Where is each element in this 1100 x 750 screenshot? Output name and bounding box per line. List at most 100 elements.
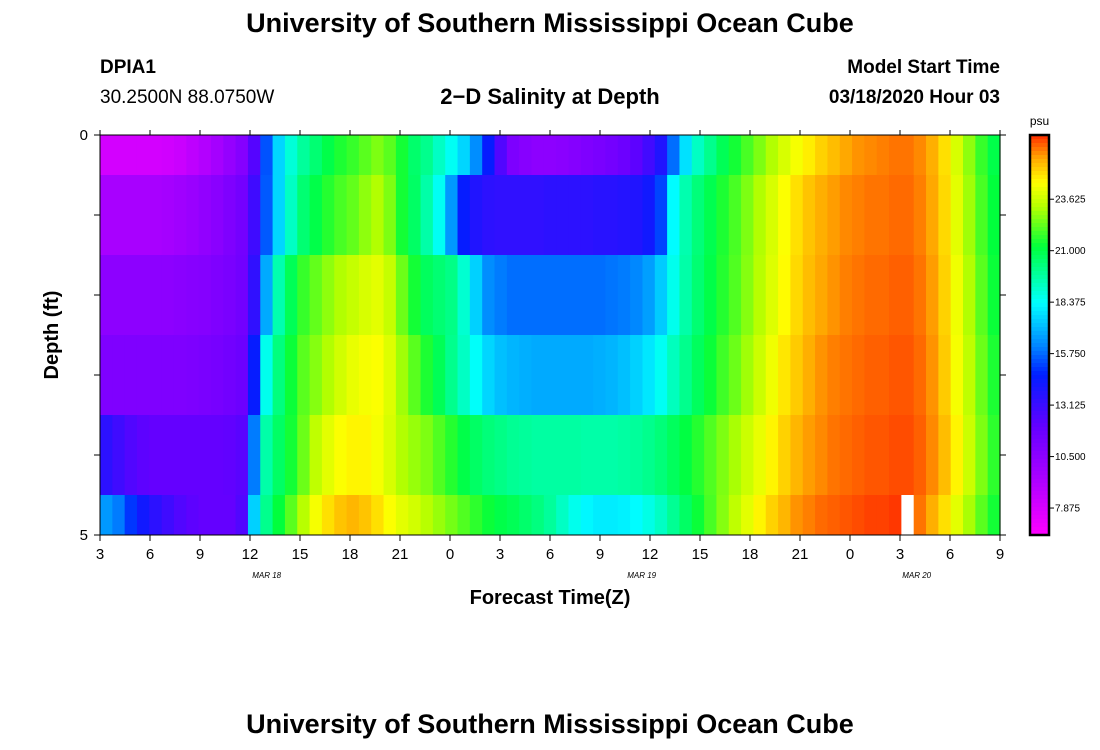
heatmap-cell: [260, 135, 274, 175]
colorbar-segment: [1030, 327, 1049, 332]
heatmap-cell: [383, 135, 397, 175]
page-title: University of Southern Mississippi Ocean…: [246, 8, 854, 38]
colorbar-segment: [1030, 135, 1049, 140]
heatmap-cell: [112, 255, 126, 335]
colorbar-tick-label: 18.375: [1055, 298, 1086, 309]
heatmap-cell: [790, 135, 804, 175]
colorbar-segment: [1030, 239, 1049, 244]
heatmap-cell: [272, 255, 286, 335]
heatmap-cell: [605, 495, 619, 535]
heatmap-cell: [198, 335, 212, 415]
heatmap-cell: [876, 335, 890, 415]
heatmap-cell: [704, 135, 718, 175]
colorbar-segment: [1030, 335, 1049, 340]
heatmap-cell: [519, 335, 533, 415]
heatmap-cell: [605, 335, 619, 415]
heatmap-cell: [642, 175, 656, 255]
heatmap-cell: [543, 255, 557, 335]
heatmap-cell: [876, 255, 890, 335]
colorbar-frame: [1028, 133, 1051, 537]
colorbar-segment: [1030, 243, 1049, 248]
heatmap-cell: [543, 415, 557, 495]
heatmap-cell: [531, 335, 545, 415]
heatmap-cell: [913, 175, 927, 255]
heatmap-cell: [827, 175, 841, 255]
colorbar-segment: [1030, 259, 1049, 264]
heatmap-cell: [136, 135, 150, 175]
colorbar-segment: [1030, 159, 1049, 164]
colorbar-segment: [1030, 531, 1049, 536]
heatmap-cell: [741, 135, 755, 175]
heatmap-cell: [630, 335, 644, 415]
colorbar-segment: [1030, 419, 1049, 424]
colorbar-segment: [1030, 287, 1049, 292]
heatmap-cell: [100, 335, 113, 415]
heatmap-cell: [506, 135, 520, 175]
heatmap-cell: [543, 335, 557, 415]
heatmap-cell: [815, 255, 828, 335]
heatmap-cell: [186, 175, 200, 255]
heatmap-cell: [309, 415, 323, 495]
x-date-label: MAR 20: [902, 571, 931, 580]
heatmap-cell: [704, 335, 718, 415]
colorbar-segment: [1030, 203, 1049, 208]
heatmap-cell: [494, 335, 508, 415]
colorbar-segment: [1030, 143, 1049, 148]
heatmap-cell: [728, 175, 742, 255]
heatmap-cell: [235, 175, 249, 255]
heatmap-cell: [395, 175, 409, 255]
heatmap-cell: [210, 175, 224, 255]
heatmap-cell: [186, 255, 200, 335]
heatmap-cell: [716, 415, 730, 495]
heatmap-cell: [667, 175, 681, 255]
heatmap-cell: [506, 255, 520, 335]
heatmap-cell: [469, 335, 483, 415]
heatmap-cell: [469, 495, 483, 535]
heatmap-cell: [408, 415, 422, 495]
heatmap-cell: [346, 495, 360, 535]
colorbar-segment: [1030, 515, 1049, 520]
heatmap-cell: [346, 175, 360, 255]
heatmap-cell: [136, 175, 150, 255]
heatmap-cell: [531, 495, 545, 535]
heatmap-cell: [950, 335, 964, 415]
heatmap-cell: [395, 255, 409, 335]
colorbar-segment: [1030, 315, 1049, 320]
heatmap-cell: [457, 335, 471, 415]
heatmap-cell: [198, 175, 212, 255]
colorbar-segment: [1030, 319, 1049, 324]
heatmap-cell: [371, 335, 385, 415]
heatmap-cell: [679, 335, 693, 415]
heatmap-cell: [149, 335, 163, 415]
heatmap-cell: [260, 255, 274, 335]
heatmap-cell: [790, 335, 804, 415]
heatmap-cell: [691, 175, 705, 255]
heatmap-cell: [913, 135, 927, 175]
heatmap-cell: [420, 335, 434, 415]
heatmap-cell: [173, 135, 187, 175]
heatmap-cell: [667, 335, 681, 415]
heatmap-cell: [716, 335, 730, 415]
x-tick-label: 12: [242, 546, 259, 563]
heatmap-cell: [445, 135, 459, 175]
colorbar-segment: [1030, 187, 1049, 192]
heatmap-cell: [136, 495, 150, 535]
heatmap-cell: [667, 135, 681, 175]
colorbar-segment: [1030, 139, 1049, 144]
heatmap-cell: [432, 415, 446, 495]
heatmap-cell: [802, 495, 816, 535]
heatmap-cell: [284, 175, 298, 255]
heatmap-cell: [975, 335, 989, 415]
heatmap-cell: [309, 335, 323, 415]
heatmap-cell: [605, 415, 619, 495]
heatmap-cell: [371, 175, 385, 255]
heatmap-cell: [321, 255, 335, 335]
colorbar-segment: [1030, 415, 1049, 420]
heatmap-cell: [716, 495, 730, 535]
heatmap-cell: [223, 335, 237, 415]
heatmap-cell: [827, 415, 841, 495]
heatmap-cell: [543, 175, 557, 255]
heatmap-cell: [198, 255, 212, 335]
heatmap-cell: [408, 135, 422, 175]
heatmap-cell: [889, 135, 902, 175]
